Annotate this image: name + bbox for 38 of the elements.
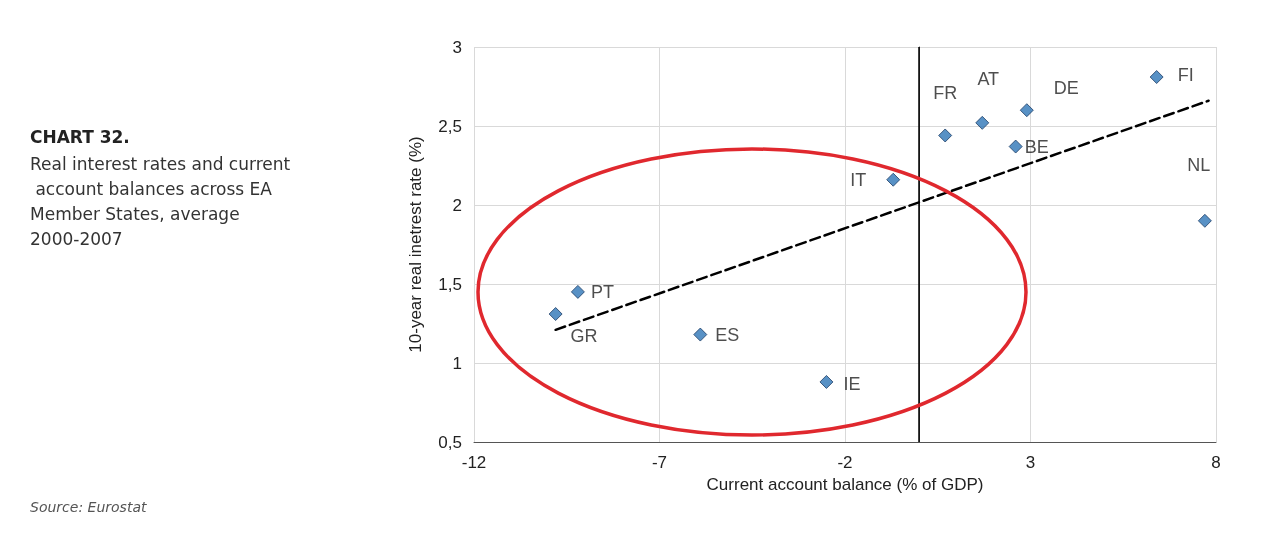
point — [1197, 213, 1212, 228]
x-axis-title: Current account balance (% of GDP) — [706, 474, 984, 494]
annotation: AT — [977, 68, 1000, 89]
annotation: GR — [570, 326, 598, 347]
point — [886, 172, 901, 187]
text: CHART 32. — [30, 126, 130, 147]
annotation: NL — [1187, 154, 1211, 175]
y-tick-label: 2 — [452, 195, 462, 215]
point — [1008, 139, 1023, 154]
text: Real interest rates and current account balances across EA Member States, average 2000-2007 — [30, 153, 291, 249]
x-tick-label: -2 — [837, 453, 853, 472]
point — [819, 374, 834, 389]
annotation: IT — [850, 169, 867, 190]
annotation: DE — [1053, 78, 1079, 99]
annotation: IE — [843, 373, 861, 394]
y-tick-label: 1,5 — [438, 274, 462, 294]
annotation: FR — [933, 83, 958, 104]
point — [975, 115, 990, 130]
point — [548, 307, 563, 322]
annotation: BE — [1024, 136, 1049, 157]
point — [1149, 70, 1164, 85]
point — [693, 327, 708, 342]
source-note: Source: Eurostat — [30, 499, 147, 515]
y-tick-label: 2,5 — [438, 116, 462, 136]
point — [938, 128, 953, 143]
x-tick-label: -7 — [651, 453, 668, 472]
y-tick-label: 1 — [452, 353, 462, 373]
x-tick-label: 8 — [1211, 453, 1221, 472]
annotation: PT — [590, 281, 614, 302]
annotation: FI — [1177, 65, 1194, 86]
annotation: ES — [715, 324, 740, 345]
y-axis-title: 10-year real inetrest rate (%) — [406, 136, 425, 353]
x-tick-label: 3 — [1025, 453, 1036, 472]
point — [1019, 103, 1034, 118]
y-tick-label: 0,5 — [438, 432, 462, 452]
point — [570, 284, 585, 299]
y-tick-label: 3 — [452, 37, 462, 57]
x-tick-label: -12 — [461, 453, 487, 472]
